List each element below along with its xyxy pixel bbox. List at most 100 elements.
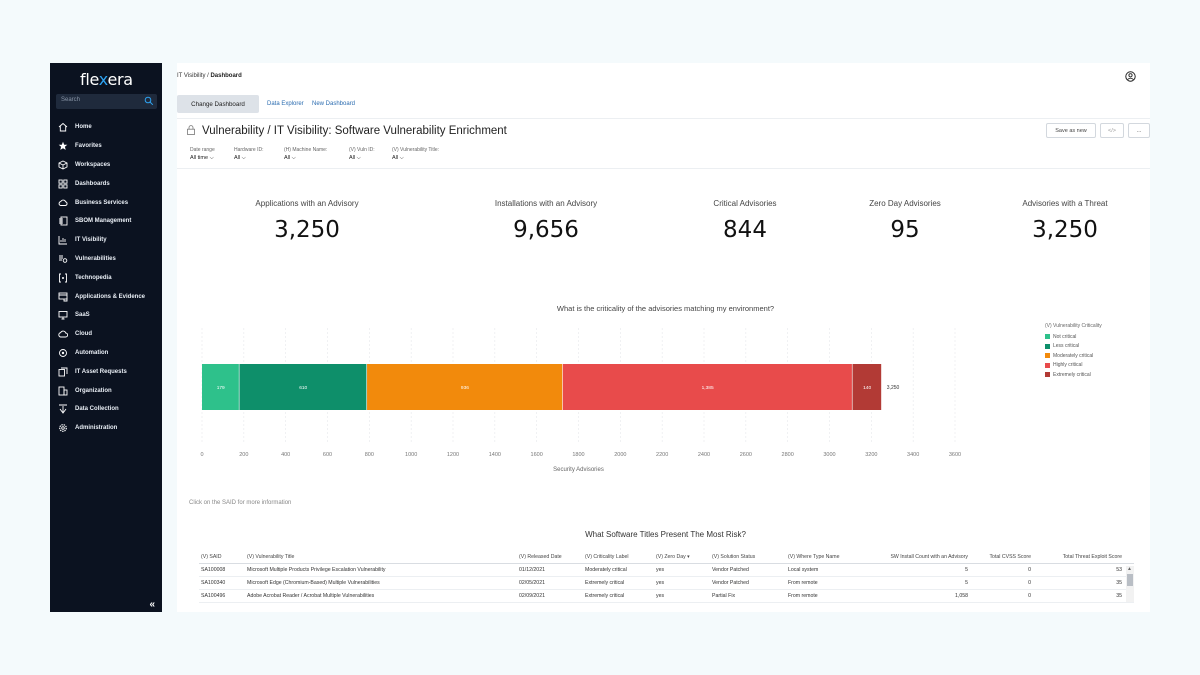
embed-code-button[interactable]: </> (1100, 123, 1124, 138)
criticality-chart: 0 200 400 600 800 1000 1200 1400 1600 1800 2000 220… (200, 328, 961, 473)
bar-total-label: 3,250 (887, 385, 900, 391)
more-options-button[interactable]: ... (1128, 123, 1150, 138)
said-link[interactable]: SA100340 (201, 580, 226, 586)
sidebar-item-home[interactable]: Home (50, 118, 162, 137)
column-vulnerability-title[interactable]: (V) Vulnerability Title (247, 554, 295, 560)
sidebar-item-data-collection[interactable]: Data Collection (50, 400, 162, 419)
filter-vulnerability-title[interactable]: (V) Vulnerability Title: All ⌵ (392, 147, 440, 161)
bar-segment[interactable] (367, 364, 563, 410)
sidebar-nav: Home Favorites Workspaces Dashboards Bus… (50, 118, 162, 438)
tab-change-dashboard[interactable]: Change Dashboard (177, 95, 259, 113)
page-title: Vulnerability / IT Visibility: Software … (202, 125, 507, 137)
column-total-threat-exploit-score[interactable]: Total Threat Exploit Score (1062, 554, 1122, 560)
x-tick-label: 2600 (740, 452, 752, 458)
sidebar-item-business-services[interactable]: Business Services (50, 193, 162, 212)
sidebar-item-applications-evidence[interactable]: Applications & Evidence (50, 287, 162, 306)
table-scrollbar[interactable]: ▲ (1126, 566, 1134, 602)
column-sw-install-count[interactable]: SW Install Count with an Advisory (890, 554, 968, 560)
sidebar-item-cloud[interactable]: Cloud (50, 325, 162, 344)
bar-data-label: 179 (217, 385, 225, 391)
column-solution-status[interactable]: (V) Solution Status (712, 554, 756, 560)
sidebar-item-saas[interactable]: SaaS (50, 306, 162, 325)
column-criticality-label[interactable]: (V) Criticality Label (585, 554, 629, 560)
x-tick-label: 3200 (865, 452, 877, 458)
legend-item[interactable]: Highly critical (1045, 361, 1102, 371)
column-said[interactable]: (V) SAID (201, 554, 222, 560)
kpi-zero-day-advisories[interactable]: Zero Day Advisories 95 (869, 199, 941, 243)
legend-item[interactable]: Moderately critical (1045, 351, 1102, 361)
filter-date-range[interactable]: Date range All time ⌵ (190, 147, 215, 161)
filter-machine-name[interactable]: (H) Machine Name: All ⌵ (284, 147, 328, 161)
x-tick-label: 1600 (531, 452, 543, 458)
said-link[interactable]: SA100008 (201, 567, 226, 573)
sidebar-item-it-visibility[interactable]: IT Visibility (50, 231, 162, 250)
x-tick-label: 2400 (698, 452, 710, 458)
bar-data-label: 1,385 (702, 385, 714, 391)
breadcrumb-root[interactable]: IT Visibility (177, 73, 206, 79)
top-bar: IT Visibility / Dashboard (177, 63, 1150, 89)
legend-item[interactable]: Not critical (1045, 332, 1102, 342)
x-tick-label: 200 (239, 452, 248, 458)
legend-swatch (1045, 343, 1050, 349)
monitor-icon (58, 310, 68, 320)
scroll-up-icon[interactable]: ▲ (1127, 566, 1132, 572)
sidebar-item-dashboards[interactable]: Dashboards (50, 174, 162, 193)
chart-title: What is the criticality of the advisorie… (556, 304, 775, 313)
legend-item[interactable]: Less critical (1045, 342, 1102, 352)
home-icon (58, 122, 68, 132)
tab-new-dashboard[interactable]: New Dashboard (312, 101, 356, 107)
sidebar-item-technopedia[interactable]: Technopedia (50, 268, 162, 287)
sidebar-item-administration[interactable]: Administration (50, 419, 162, 438)
sidebar-item-sbom-management[interactable]: SBOM Management (50, 212, 162, 231)
bar-segment[interactable] (239, 364, 367, 410)
column-total-cvss-score[interactable]: Total CVSS Score (989, 554, 1031, 560)
save-as-new-button[interactable]: Save as new (1046, 123, 1096, 138)
search-input[interactable]: Search (56, 94, 157, 109)
x-tick-label: 1000 (405, 452, 417, 458)
bar-data-label: 610 (299, 385, 307, 391)
table-row[interactable]: SA100340 Microsoft Edge (Chromium-Based)… (199, 577, 1134, 590)
chevron-down-icon: ⌵ (241, 155, 246, 161)
column-where-type-name[interactable]: (V) Where Type Name (788, 554, 840, 560)
legend-label: Highly critical (1053, 362, 1083, 369)
x-tick-label: 2200 (656, 452, 668, 458)
flexera-logo[interactable]: flexera (80, 70, 133, 89)
sidebar-item-workspaces[interactable]: Workspaces (50, 156, 162, 175)
apps-icon (58, 292, 68, 302)
sidebar-item-automation[interactable]: Automation (50, 344, 162, 363)
column-released-date[interactable]: (V) Released Date (519, 554, 562, 560)
main-panel: IT Visibility / Dashboard Change Dashboa… (177, 63, 1150, 612)
x-axis-label: Security Advisories (553, 467, 604, 473)
kpi-advisories-with-threat[interactable]: Advisories with a Threat 3,250 (1022, 199, 1108, 243)
column-zero-day[interactable]: (V) Zero Day ▾ (656, 554, 690, 560)
filter-vuln-id[interactable]: (V) Vuln ID: All ⌵ (349, 147, 375, 161)
x-tick-label: 1400 (489, 452, 501, 458)
legend-swatch (1045, 372, 1050, 378)
bar-segment[interactable] (852, 364, 882, 410)
sidebar-item-vulnerabilities[interactable]: Vulnerabilities (50, 250, 162, 269)
star-icon (58, 141, 68, 151)
x-tick-label: 600 (323, 452, 332, 458)
legend-item[interactable]: Extremely critical (1045, 370, 1102, 380)
table-row[interactable]: SA100496 Adobe Acrobat Reader / Acrobat … (199, 590, 1134, 603)
chart-legend: (V) Vulnerability Criticality Not critic… (1045, 323, 1102, 380)
bar-segment[interactable] (562, 364, 852, 410)
collapse-sidebar-button[interactable]: « (149, 599, 155, 610)
kpi-installations-with-advisory[interactable]: Installations with an Advisory 9,656 (494, 199, 598, 243)
tab-data-explorer[interactable]: Data Explorer (267, 101, 304, 107)
bar-segment[interactable] (202, 364, 239, 410)
bug-icon (58, 254, 68, 264)
search-icon[interactable] (144, 96, 154, 106)
said-link[interactable]: SA100496 (201, 593, 226, 599)
sidebar-item-favorites[interactable]: Favorites (50, 137, 162, 156)
scrollbar-thumb[interactable] (1127, 574, 1133, 586)
filter-hardware-id[interactable]: Hardware ID: All ⌵ (234, 147, 264, 161)
lock-icon[interactable] (187, 125, 195, 135)
table-row[interactable]: SA100008 Microsoft Multiple Products Pri… (199, 564, 1134, 577)
x-tick-label: 0 (200, 452, 203, 458)
sidebar-item-it-asset-requests[interactable]: IT Asset Requests (50, 362, 162, 381)
kpi-applications-with-advisory[interactable]: Applications with an Advisory 3,250 (255, 199, 359, 243)
user-account-icon[interactable] (1125, 71, 1136, 82)
sidebar-item-organization[interactable]: Organization (50, 381, 162, 400)
kpi-critical-advisories[interactable]: Critical Advisories 844 (713, 199, 777, 243)
